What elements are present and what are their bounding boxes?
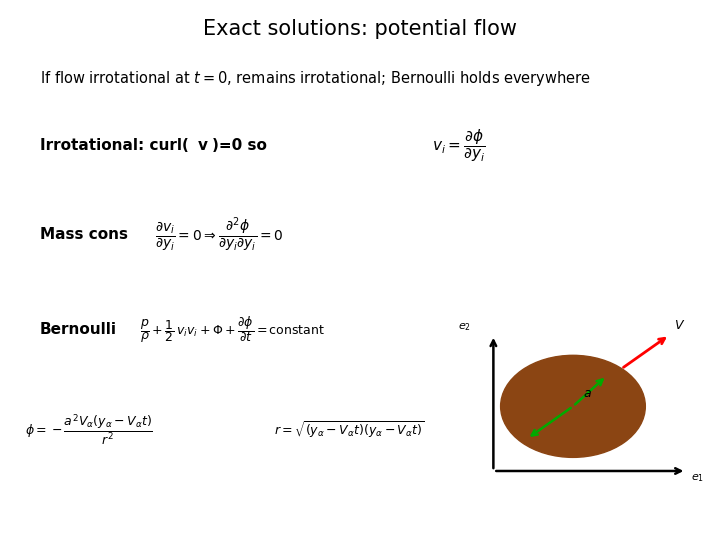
Circle shape (500, 355, 645, 457)
Text: $a$: $a$ (582, 387, 591, 400)
Text: If flow irrotational at $t{=}0$, remains irrotational; Bernoulli holds everywher: If flow irrotational at $t{=}0$, remains… (40, 69, 590, 88)
Text: Irrotational: curl(: Irrotational: curl( (40, 138, 189, 153)
Text: $r = \sqrt{(y_\alpha - V_\alpha t)(y_\alpha - V_\alpha t)}$: $r = \sqrt{(y_\alpha - V_\alpha t)(y_\al… (274, 419, 425, 440)
Text: $\phi = -\dfrac{a^2 V_\alpha (y_\alpha - V_\alpha t)}{r^2}$: $\phi = -\dfrac{a^2 V_\alpha (y_\alpha -… (25, 412, 153, 447)
Text: $\mathbf{v}$: $\mathbf{v}$ (197, 138, 209, 153)
Text: Bernoulli: Bernoulli (40, 322, 117, 337)
Text: $v_i = \dfrac{\partial \phi}{\partial y_i}$: $v_i = \dfrac{\partial \phi}{\partial y_… (432, 127, 485, 164)
Text: Exact solutions: potential flow: Exact solutions: potential flow (203, 19, 517, 39)
Text: $V$: $V$ (674, 319, 685, 332)
Text: $e_2$: $e_2$ (458, 321, 471, 333)
Text: $\dfrac{p}{\rho} + \dfrac{1}{2}\,v_i v_i + \Phi + \dfrac{\partial \phi}{\partial: $\dfrac{p}{\rho} + \dfrac{1}{2}\,v_i v_i… (140, 314, 325, 345)
Text: $e_1$: $e_1$ (691, 472, 704, 484)
Text: )=0 so: )=0 so (212, 138, 266, 153)
Text: Mass cons: Mass cons (40, 227, 127, 242)
Text: $\dfrac{\partial v_i}{\partial y_i} = 0 \Rightarrow \dfrac{\partial^2 \phi}{\par: $\dfrac{\partial v_i}{\partial y_i} = 0 … (155, 215, 284, 254)
